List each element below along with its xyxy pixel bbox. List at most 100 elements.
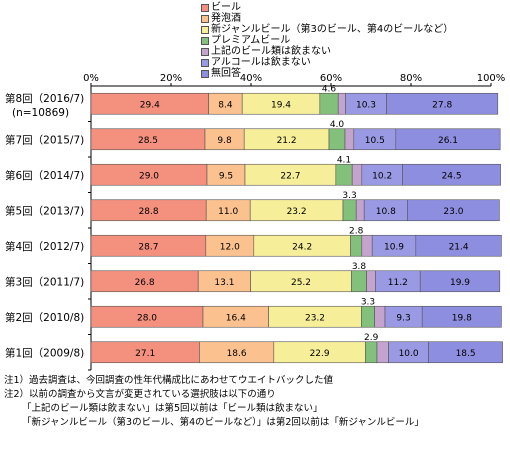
- x-tick-label: 40%: [240, 73, 262, 84]
- data-label: 10.3: [356, 100, 376, 110]
- bar-segment: [342, 199, 357, 222]
- chart-notes: 注1）過去調査は、今回調査の性年代構成比にあわせてウエイトバックした値 注2）以…: [4, 374, 424, 430]
- data-label: 10.2: [372, 171, 392, 181]
- data-label: 28.8: [139, 207, 159, 217]
- data-label: 11.0: [218, 207, 238, 217]
- data-label: 21.4: [449, 242, 469, 252]
- stacked-bar-chart: 0% 20% 40% 60% 80% 100% 第8回（2016/7) (n=10869) 29…: [5, 73, 506, 371]
- legend-label: 無回答: [211, 68, 241, 79]
- data-label: 27.8: [432, 100, 452, 110]
- legend-swatch: [201, 3, 209, 12]
- note-2: 注2）以前の調査から文言が変更されている選択肢は以下の通り: [4, 389, 276, 400]
- data-label: 26.1: [438, 136, 458, 146]
- data-label: 19.8: [452, 313, 472, 323]
- data-label-above: 4.0: [330, 120, 345, 130]
- category-label: 第6回（2014/7): [5, 169, 84, 182]
- data-label-above: 3.8: [352, 262, 367, 272]
- bar-segment: [374, 305, 386, 328]
- data-label: 16.4: [226, 313, 246, 323]
- bar-segment: [395, 128, 501, 151]
- note-1: 注1）過去調査は、今回調査の性年代構成比にあわせてウエイトバックした値: [4, 375, 334, 386]
- data-label: 25.2: [291, 278, 311, 288]
- bar-segment: [407, 199, 500, 222]
- category-label-sub: (n=10869): [12, 107, 69, 119]
- data-label: 13.1: [214, 278, 234, 288]
- x-tick-label: 0%: [83, 73, 99, 84]
- data-label: 18.5: [456, 349, 476, 359]
- bar-segment: [386, 92, 499, 115]
- legend-swatch: [201, 58, 209, 67]
- bar-segment: [365, 341, 378, 364]
- note-2-detail-1: 「上記のビール類は飲まない」は第5回以前は「ビール類は飲まない」: [22, 403, 323, 414]
- legend-label: 発泡酒: [211, 13, 241, 24]
- data-label: 23.2: [287, 207, 307, 217]
- data-label: 29.0: [139, 171, 159, 181]
- data-label: 9.5: [219, 171, 233, 181]
- legend-item: 無回答: [201, 68, 453, 79]
- data-label: 9.3: [396, 313, 410, 323]
- legend-item: ビール: [201, 2, 453, 13]
- category-label: 第7回（2015/7): [5, 133, 84, 146]
- data-label: 29.4: [140, 100, 160, 110]
- bar-segment: [376, 341, 389, 364]
- legend-item: プレミアムビール: [201, 35, 453, 46]
- data-label: 24.5: [442, 171, 462, 181]
- data-label: 11.2: [388, 278, 408, 288]
- bar-segment: [361, 234, 373, 257]
- bar-segment: [355, 199, 365, 222]
- bar-segment: [319, 92, 339, 115]
- bar-segment: [366, 270, 376, 293]
- chart-legend: ビール 発泡酒 新ジャンルビール（第3のビール、第4のビールなど） プレミアムビール上…: [201, 2, 453, 79]
- legend-label: アルコールは飲まない: [211, 57, 311, 68]
- bar-segment: [421, 305, 502, 328]
- legend-item: 発泡酒: [201, 13, 453, 24]
- data-label: 24.2: [292, 242, 312, 252]
- data-label: 22.7: [280, 171, 300, 181]
- bar-segment: [419, 270, 501, 293]
- data-label: 28.0: [137, 313, 157, 323]
- bar-segment: [344, 128, 355, 151]
- legend-swatch: [201, 69, 209, 78]
- data-label: 23.2: [305, 313, 325, 323]
- bar-segment: [351, 163, 363, 186]
- data-label: 10.0: [399, 349, 419, 359]
- category-label: 第2回（2010/8): [5, 311, 84, 324]
- legend-item: 上記のビール類は飲まない: [201, 46, 453, 57]
- data-label: 21.2: [277, 136, 297, 146]
- data-label: 12.0: [220, 242, 240, 252]
- category-label: 第8回（2016/7): [5, 92, 84, 105]
- legend-swatch: [201, 47, 209, 56]
- category-label: 第3回（2011/7): [5, 275, 84, 288]
- legend-swatch: [201, 14, 209, 23]
- legend-item: アルコールは飲まない: [201, 57, 453, 68]
- data-label: 23.0: [443, 207, 463, 217]
- data-label-above: 4.6: [322, 84, 337, 94]
- x-tick-label: 20%: [160, 73, 182, 84]
- data-label: 19.9: [450, 278, 470, 288]
- data-label: 9.8: [217, 136, 232, 146]
- data-label-above: 2.9: [364, 333, 379, 343]
- bar-segment: [350, 234, 363, 257]
- data-label-above: 4.1: [337, 155, 351, 165]
- data-label-above: 3.3: [361, 297, 375, 307]
- legend-item: 新ジャンルビール（第3のビール、第4のビールなど）: [201, 24, 453, 35]
- legend-label: 新ジャンルビール（第3のビール、第4のビールなど）: [211, 24, 454, 35]
- legend-label: ビール: [211, 2, 241, 13]
- data-label-above: 2.8: [349, 226, 364, 236]
- data-label: 10.8: [376, 207, 396, 217]
- data-label: 8.4: [218, 100, 233, 110]
- bar-segment: [361, 305, 375, 328]
- legend-swatch: [201, 25, 209, 34]
- x-tick-label: 100%: [477, 73, 506, 84]
- bar-segment: [351, 270, 367, 293]
- legend-label: プレミアムビール: [211, 35, 291, 46]
- data-label: 18.6: [227, 349, 247, 359]
- data-label: 22.9: [310, 349, 330, 359]
- category-label: 第4回（2012/7): [5, 240, 84, 253]
- data-label: 28.7: [138, 242, 158, 252]
- category-label: 第5回（2013/7): [5, 204, 84, 217]
- bar-segment: [328, 128, 346, 151]
- data-label: 27.1: [135, 349, 155, 359]
- data-label: 19.4: [271, 100, 291, 110]
- category-label: 第1回（2009/8): [5, 346, 84, 359]
